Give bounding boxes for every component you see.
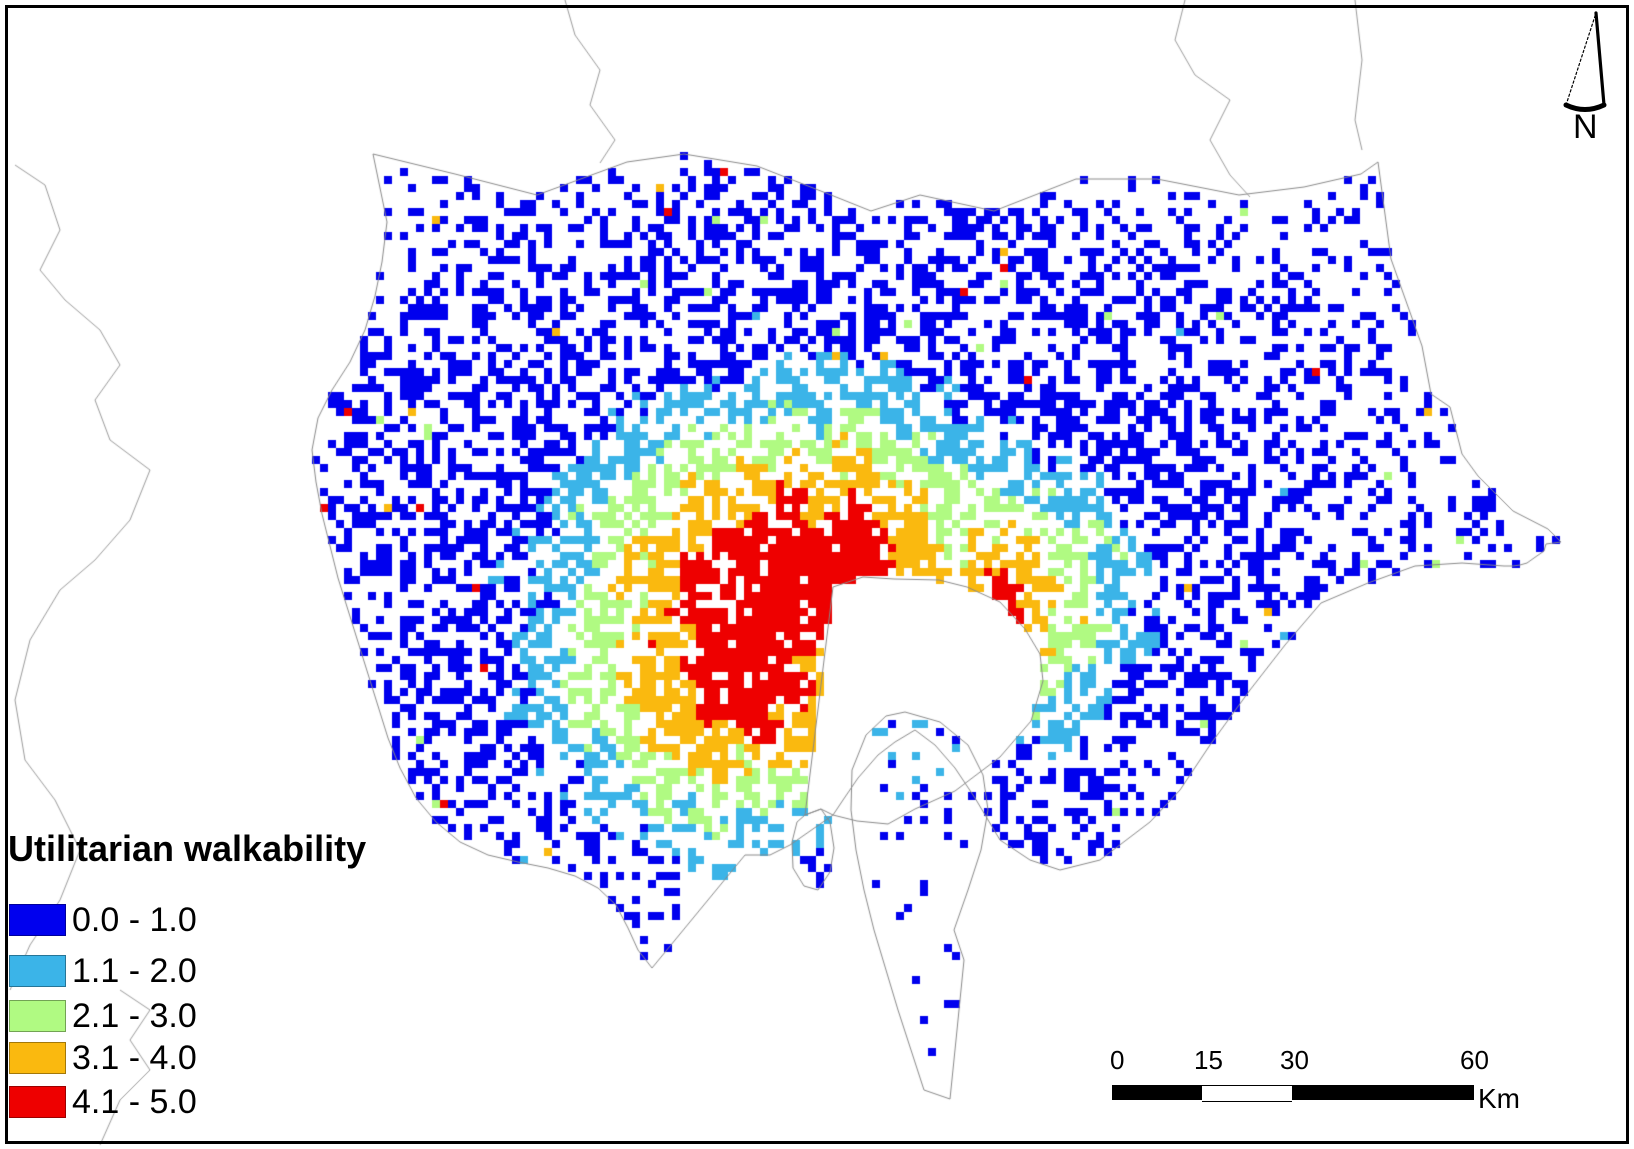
svg-text:N: N (1573, 108, 1598, 145)
